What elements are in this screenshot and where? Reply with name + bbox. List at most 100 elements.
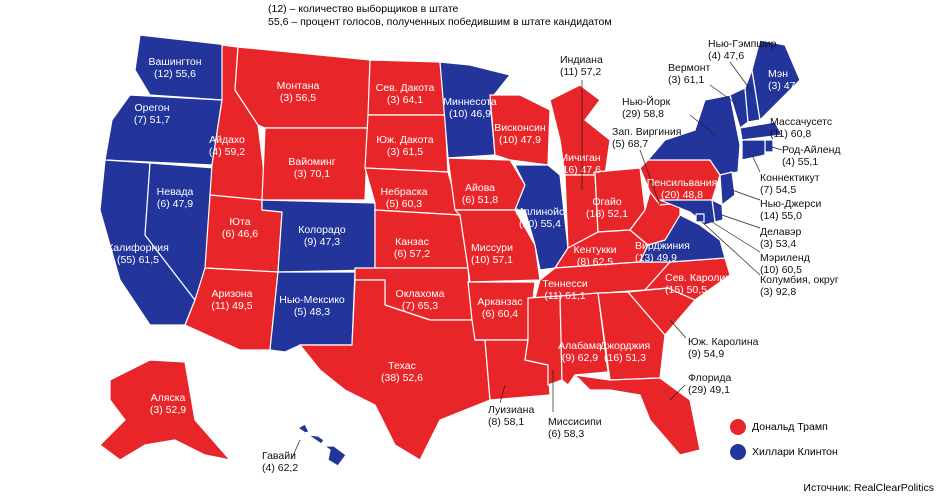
state-name: Айдахо: [209, 134, 245, 146]
state-name: Теннесси: [542, 278, 588, 290]
leader-line: [729, 61, 753, 93]
state-name: Мэн: [768, 68, 788, 80]
state-result: (5) 60,3: [386, 198, 422, 210]
state-result: (6) 60,4: [482, 308, 518, 320]
state-name: Оклахома: [396, 288, 445, 300]
state-result: (29) 58,8: [622, 108, 664, 120]
state-result: (11) 60,8: [770, 128, 811, 140]
state-result: (5) 48,3: [294, 306, 330, 318]
state-name: Небраска: [381, 186, 428, 198]
state-name: Калифорния: [107, 242, 169, 254]
state-result: (11) 57,2: [560, 66, 601, 78]
state-name: Джорджия: [600, 340, 650, 352]
state-result: (3) 92,8: [760, 286, 796, 298]
state-result: (3) 61,1: [668, 74, 704, 86]
state-result: (14) 55,0: [760, 210, 802, 222]
leader-line: [751, 154, 761, 173]
leader-line: [731, 189, 761, 201]
state-name: Гавайи: [262, 450, 296, 462]
state-name: Алабама: [558, 340, 602, 352]
state-name: Нью-Йорк: [622, 95, 671, 108]
state-shape: [454, 209, 541, 283]
state-result: (20) 48,8: [661, 189, 703, 201]
leader-line: [711, 221, 761, 253]
state-name: Огайо: [592, 196, 621, 208]
state-shape: [719, 171, 736, 206]
state-name: Монтана: [277, 80, 320, 92]
state-name: Юж. Каролина: [688, 336, 759, 348]
state-name: Мэриленд: [760, 252, 810, 264]
state-name: Аризона: [212, 288, 253, 300]
state-result: (11) 49,5: [211, 300, 252, 312]
state-shape: [695, 213, 705, 223]
state-name: Миссури: [471, 242, 513, 254]
state-name: Нью-Гэмпшир: [708, 38, 777, 50]
state-result: (10) 47,9: [499, 134, 541, 146]
state-name: Висконсин: [494, 122, 546, 134]
state-name: Колумбия, округ: [760, 274, 839, 286]
state-name: Зап. Виргиния: [612, 126, 681, 138]
state-name: Миссисипи: [548, 416, 602, 428]
source: Источник: RealClearPolitics: [803, 482, 934, 494]
state-name: Иллинойс: [516, 206, 564, 218]
state-name: Вермонт: [668, 62, 711, 74]
state-result: (55) 61,5: [117, 254, 159, 266]
state-result: (7) 51,7: [134, 114, 170, 126]
state-result: (8) 62,5: [577, 256, 613, 268]
state-name: Сев. Дакота: [376, 82, 435, 94]
state-result: (4) 55,1: [782, 156, 818, 168]
leader-line: [291, 439, 301, 459]
legend-swatch: [730, 444, 746, 460]
state-result: (3) 47,9: [768, 80, 804, 92]
state-result: (8) 58,1: [488, 416, 524, 428]
state-result: (7) 65,3: [402, 300, 438, 312]
state-result: (6) 57,2: [394, 248, 430, 260]
state-result: (10) 46,9: [449, 108, 491, 120]
state-name: Мичиган: [559, 152, 600, 164]
state-shape: [299, 279, 491, 461]
state-name: Индиана: [560, 54, 603, 66]
state-result: (4) 62,2: [262, 462, 298, 474]
state-name: Род-Айленд: [782, 144, 841, 156]
state-name: Вашингтон: [148, 56, 201, 68]
state-name: Аляска: [151, 392, 186, 404]
state-shape: [751, 39, 801, 121]
state-result: (10) 57,1: [471, 254, 513, 266]
state-name: Орегон: [134, 102, 169, 114]
state-result: (9) 47,3: [304, 236, 340, 248]
state-result: (29) 49,1: [688, 384, 730, 396]
state-shape: [104, 94, 223, 166]
state-shape: [514, 164, 569, 271]
state-name: Нью-Мексико: [279, 294, 345, 306]
state-name: Миннесота: [443, 96, 497, 108]
state-shape: [741, 139, 766, 161]
state-name: Нью-Джерси: [760, 198, 821, 210]
state-name: Техас: [388, 360, 416, 372]
state-shape: [297, 423, 347, 467]
state-result: (6) 51,8: [462, 194, 498, 206]
state-result: (18) 52,1: [586, 208, 628, 220]
state-shape: [647, 94, 741, 176]
state-labels: Вашингтон(12) 55,6 Орегон(7) 51,7 Калифорн…: [107, 38, 840, 474]
leader-line: [689, 114, 716, 136]
state-shape: [549, 84, 611, 176]
state-result: (10) 60,5: [760, 264, 802, 276]
state-shape: [99, 359, 231, 461]
state-result: (4) 47,6: [708, 50, 744, 62]
leader-line: [721, 214, 761, 229]
state-name: Юж. Дакота: [376, 134, 433, 146]
state-name: Айова: [465, 182, 495, 194]
legend-swatch: [730, 419, 746, 435]
state-result: (3) 61,5: [387, 146, 423, 158]
state-name: Юта: [229, 216, 250, 228]
state-result: (13) 49,9: [635, 252, 677, 264]
state-shape: [261, 127, 369, 201]
leader-line: [771, 146, 783, 151]
state-shape: [739, 121, 783, 141]
leader-line: [669, 384, 686, 401]
state-result: (20) 55,4: [519, 218, 561, 230]
leader-line: [709, 84, 739, 106]
state-shape: [597, 291, 666, 381]
